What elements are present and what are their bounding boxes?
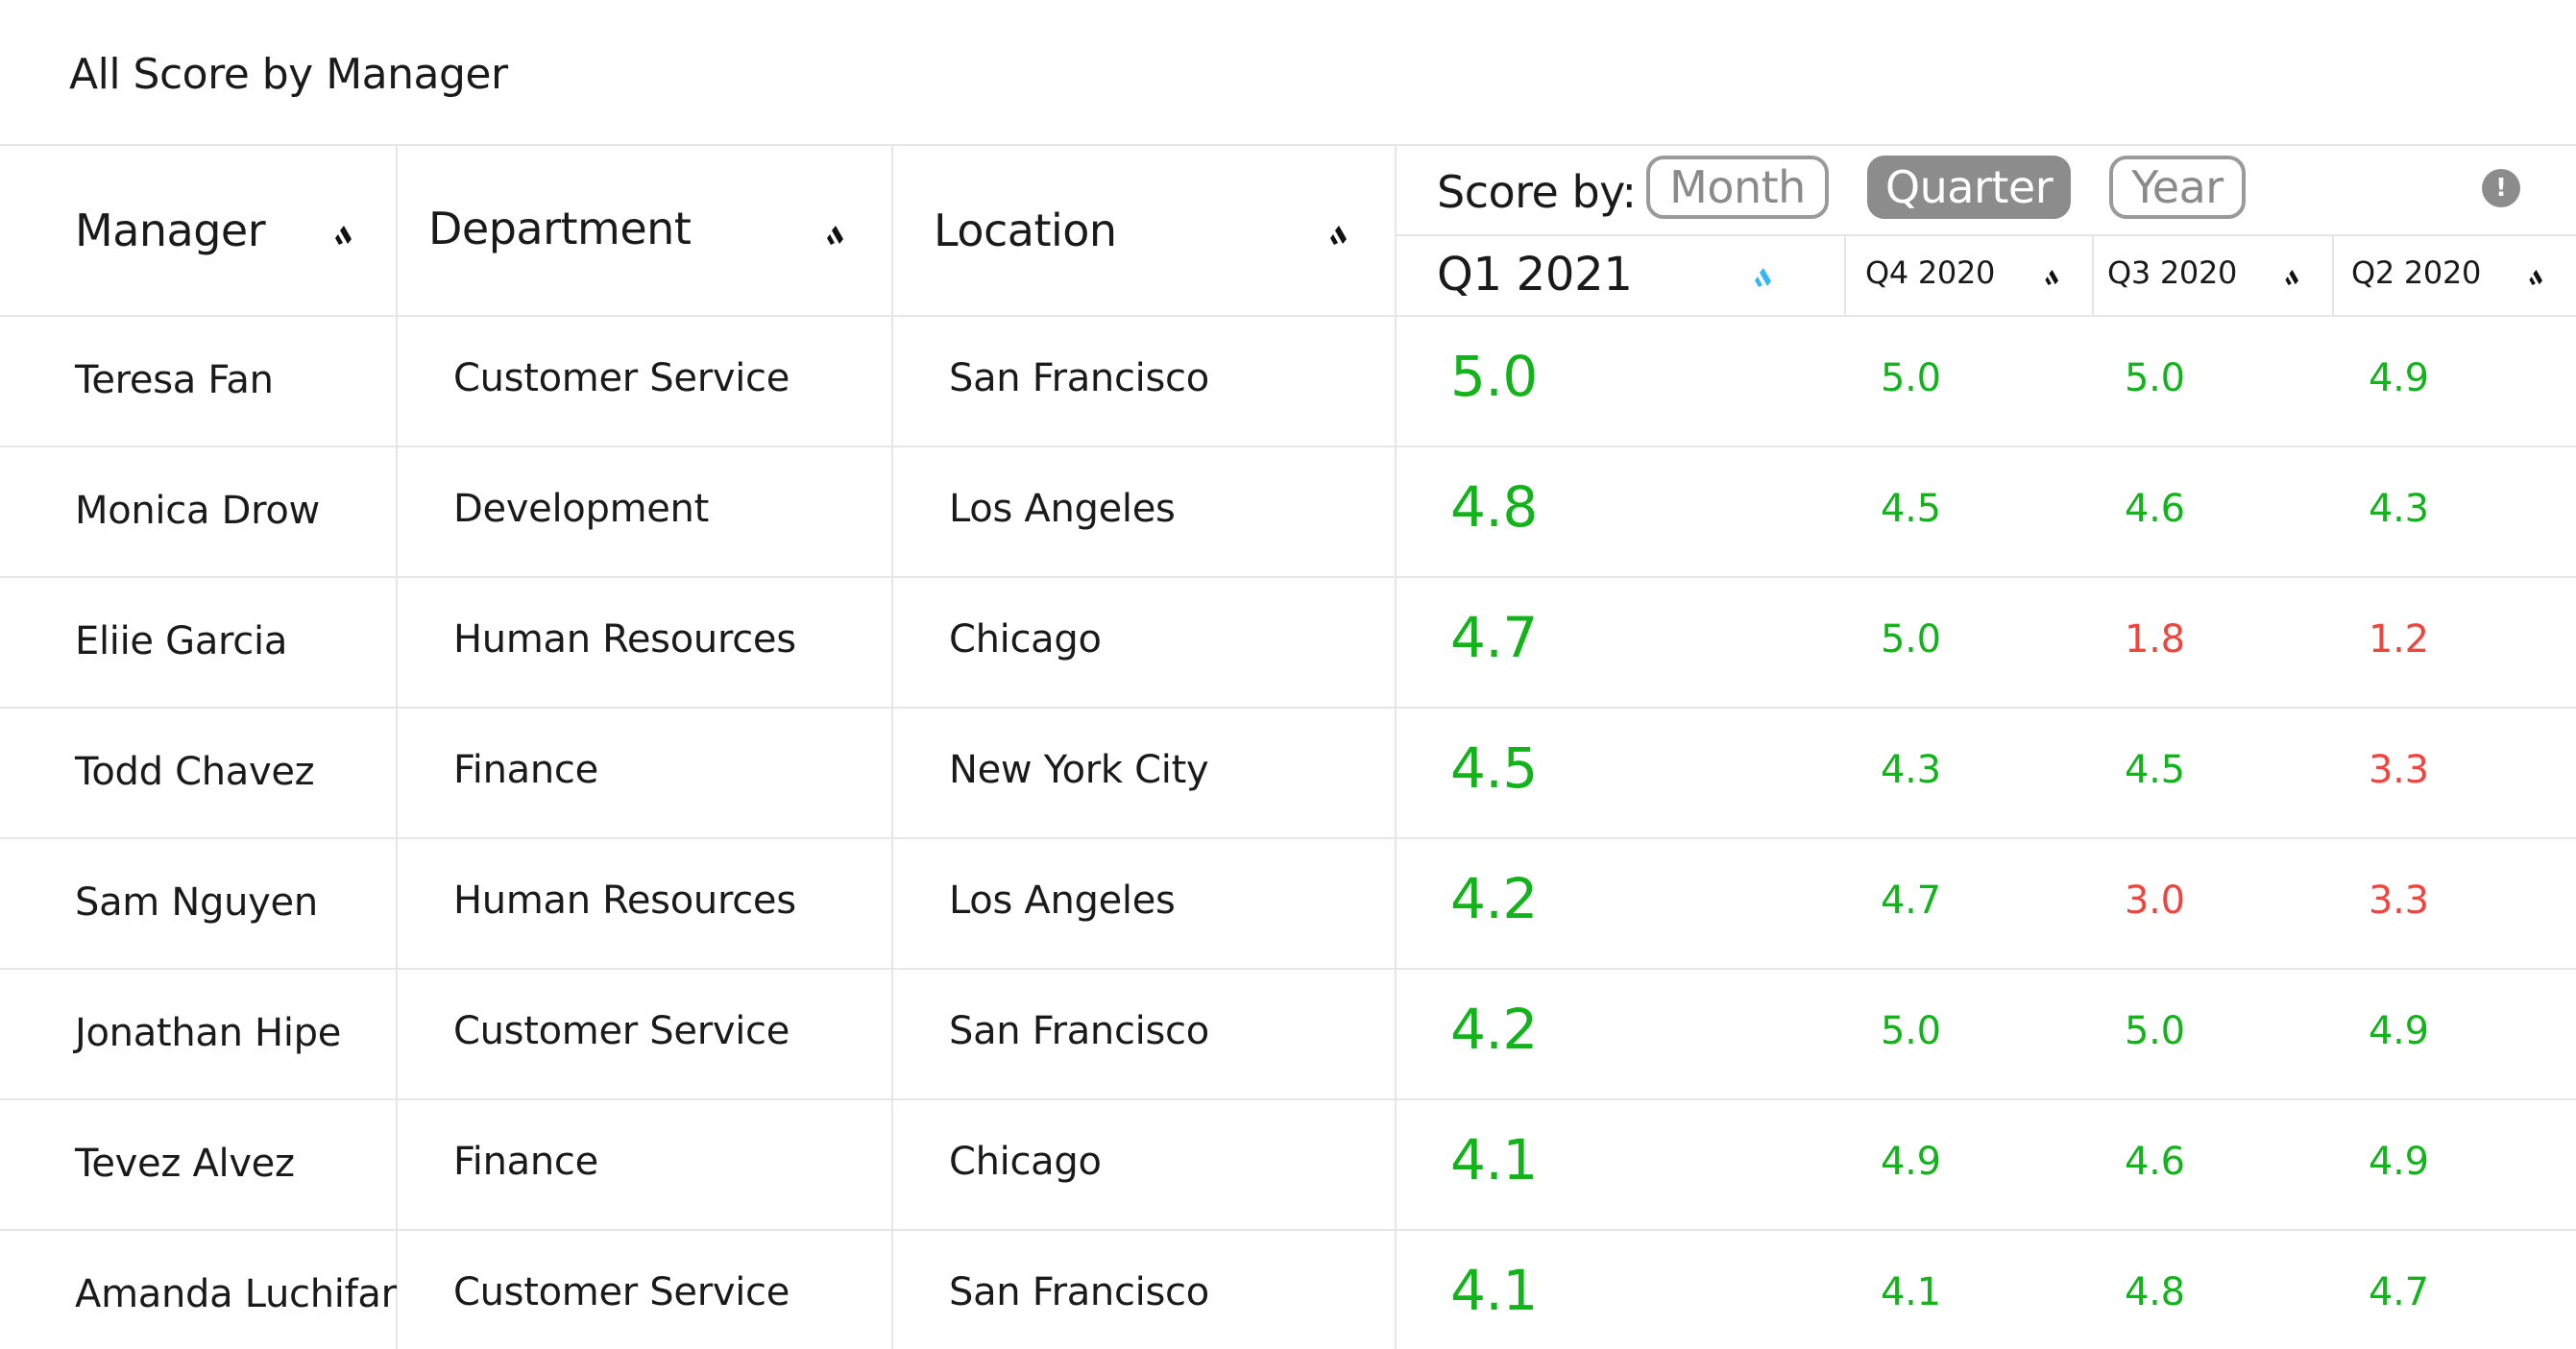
score-cell: 4.3 [2369,487,2429,531]
score-cell: 4.5 [1450,735,1538,801]
score-cell: 4.9 [2369,356,2429,400]
sort-icon[interactable] [2045,268,2065,288]
period-divider [2092,234,2094,315]
cell-location: San Francisco [949,1270,1209,1314]
cell-location: Chicago [949,1140,1102,1184]
sort-icon[interactable] [1754,265,1779,290]
cell-location: San Francisco [949,1009,1209,1053]
cell-manager: Sam Nguyen [75,880,318,925]
cell-location: San Francisco [949,356,1209,400]
period-button-quarter[interactable]: Quarter [1867,156,2071,219]
period-header-divider [1397,234,2576,236]
row-divider [0,446,2576,447]
column-divider [891,144,893,1349]
row-divider [0,1229,2576,1231]
cell-department: Customer Service [453,1009,790,1053]
score-cell: 4.3 [1881,748,1941,792]
cell-department: Customer Service [453,356,790,400]
sort-icon[interactable] [826,223,851,248]
score-cell: 5.0 [2125,1009,2185,1053]
cell-location: Los Angeles [949,879,1176,923]
score-cell: 4.1 [1881,1270,1941,1314]
row-divider [0,576,2576,578]
score-cell: 4.2 [1450,997,1538,1062]
score-cell: 5.0 [1881,356,1941,400]
period-button-month[interactable]: Month [1646,156,1829,219]
score-cell: 3.0 [2125,879,2185,923]
score-cell: 4.9 [2369,1009,2429,1053]
score-cell: 4.9 [1881,1140,1941,1184]
period-button-year[interactable]: Year [2109,156,2246,219]
table-top-border [0,144,2576,146]
cell-department: Customer Service [453,1270,790,1314]
score-cell: 4.6 [2125,487,2185,531]
header-bottom-border [0,315,2576,317]
cell-location: New York City [949,748,1209,792]
score-cell: 4.7 [1450,605,1538,670]
cell-location: Chicago [949,617,1102,662]
period-divider [2332,234,2334,315]
column-header-location[interactable]: Location [934,205,1117,256]
column-divider [396,144,398,1349]
cell-manager: Eliie Garcia [75,619,288,663]
score-cell: 5.0 [1881,617,1941,662]
score-cell: 3.3 [2369,748,2429,792]
info-icon[interactable]: ! [2482,169,2520,207]
cell-department: Finance [453,1140,598,1184]
score-cell: 4.5 [2125,748,2185,792]
cell-department: Finance [453,748,598,792]
score-cell: 4.7 [1881,879,1941,923]
sort-icon[interactable] [2285,268,2305,288]
sort-icon[interactable] [1329,223,1354,248]
column-divider [1395,144,1397,1349]
cell-department: Human Resources [453,617,796,662]
period-header-q4-2020[interactable]: Q4 2020 [1865,254,1996,291]
cell-location: Los Angeles [949,487,1176,531]
score-cell: 5.0 [1450,344,1538,409]
score-cell: 1.2 [2369,617,2429,662]
score-cell: 4.2 [1450,866,1538,931]
score-cell: 4.9 [2369,1140,2429,1184]
cell-manager: Amanda Luchifar [75,1272,397,1316]
score-cell: 4.5 [1881,487,1941,531]
score-cell: 5.0 [2125,356,2185,400]
period-header-q1-2021[interactable]: Q1 2021 [1437,248,1633,301]
cell-department: Development [453,487,709,531]
cell-manager: Tevez Alvez [75,1142,295,1186]
score-cell: 4.1 [1450,1258,1538,1323]
row-divider [0,837,2576,839]
column-header-manager[interactable]: Manager [75,205,266,256]
row-divider [0,707,2576,709]
score-cell: 1.8 [2125,617,2185,662]
score-cell: 4.8 [2125,1270,2185,1314]
row-divider [0,968,2576,970]
score-cell: 5.0 [1881,1009,1941,1053]
column-header-department[interactable]: Department [428,203,692,254]
row-divider [0,1098,2576,1100]
sort-icon[interactable] [2529,268,2549,288]
cell-manager: Monica Drow [75,489,320,533]
score-cell: 4.8 [1450,474,1538,540]
score-cell: 3.3 [2369,879,2429,923]
page-title: All Score by Manager [69,50,508,99]
period-header-q2-2020[interactable]: Q2 2020 [2351,254,2482,291]
cell-manager: Jonathan Hipe [75,1011,342,1055]
score-cell: 4.7 [2369,1270,2429,1314]
score-cell: 4.6 [2125,1140,2185,1184]
sort-icon[interactable] [334,223,359,248]
cell-manager: Teresa Fan [75,358,274,402]
score-cell: 4.1 [1450,1127,1538,1192]
period-header-q3-2020[interactable]: Q3 2020 [2107,254,2238,291]
cell-department: Human Resources [453,879,796,923]
period-divider [1844,234,1846,315]
score-by-label: Score by: [1437,166,1637,218]
cell-manager: Todd Chavez [75,750,315,794]
